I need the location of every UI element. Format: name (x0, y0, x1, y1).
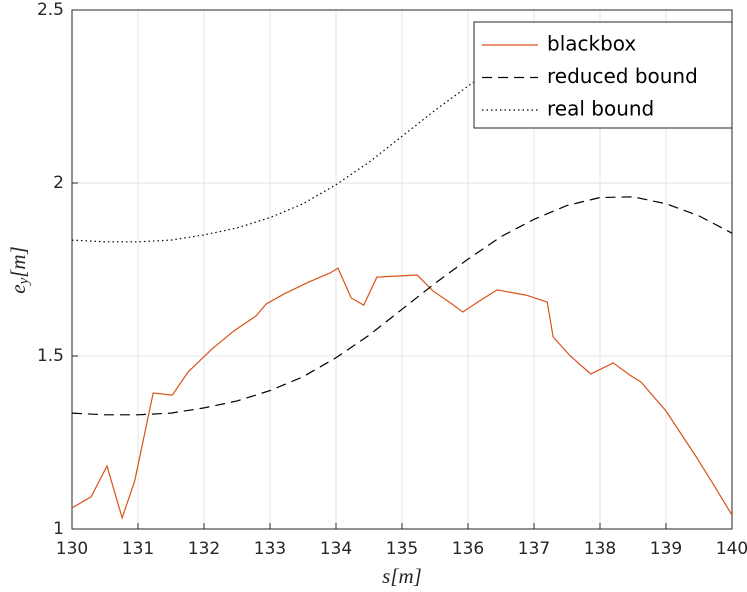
x-tick-label: 140 (716, 539, 747, 559)
y-label-sub: y (16, 277, 32, 286)
y-axis-label: ey[m] (6, 246, 33, 294)
y-tick-label: 1.5 (37, 346, 64, 366)
legend-box (473, 21, 733, 129)
plot-frame (71, 9, 733, 530)
y-tick-label: 1 (53, 519, 64, 539)
x-tick-label: 134 (320, 539, 352, 559)
x-tick-label: 133 (254, 539, 286, 559)
x-tick-label: 132 (188, 539, 220, 559)
x-tick-label: 138 (584, 539, 616, 559)
series-line (71, 196, 733, 416)
y-tick-label: 2.5 (37, 0, 64, 20)
legend-label: real bound (547, 97, 654, 121)
y-tick-label: 2 (53, 173, 64, 193)
x-tick-label: 137 (518, 539, 550, 559)
y-label-base: e (6, 284, 30, 293)
x-tick-label: 136 (452, 539, 484, 559)
x-tick-label: 130 (56, 539, 88, 559)
x-tick-label: 131 (122, 539, 154, 559)
series-line (71, 267, 733, 520)
x-axis-label: s[m] (382, 564, 422, 588)
x-tick-label: 135 (386, 539, 418, 559)
legend-label: blackbox (547, 32, 636, 56)
legend-label: reduced bound (547, 64, 698, 88)
x-tick-label: 139 (650, 539, 682, 559)
y-label-unit: [m] (6, 246, 30, 278)
